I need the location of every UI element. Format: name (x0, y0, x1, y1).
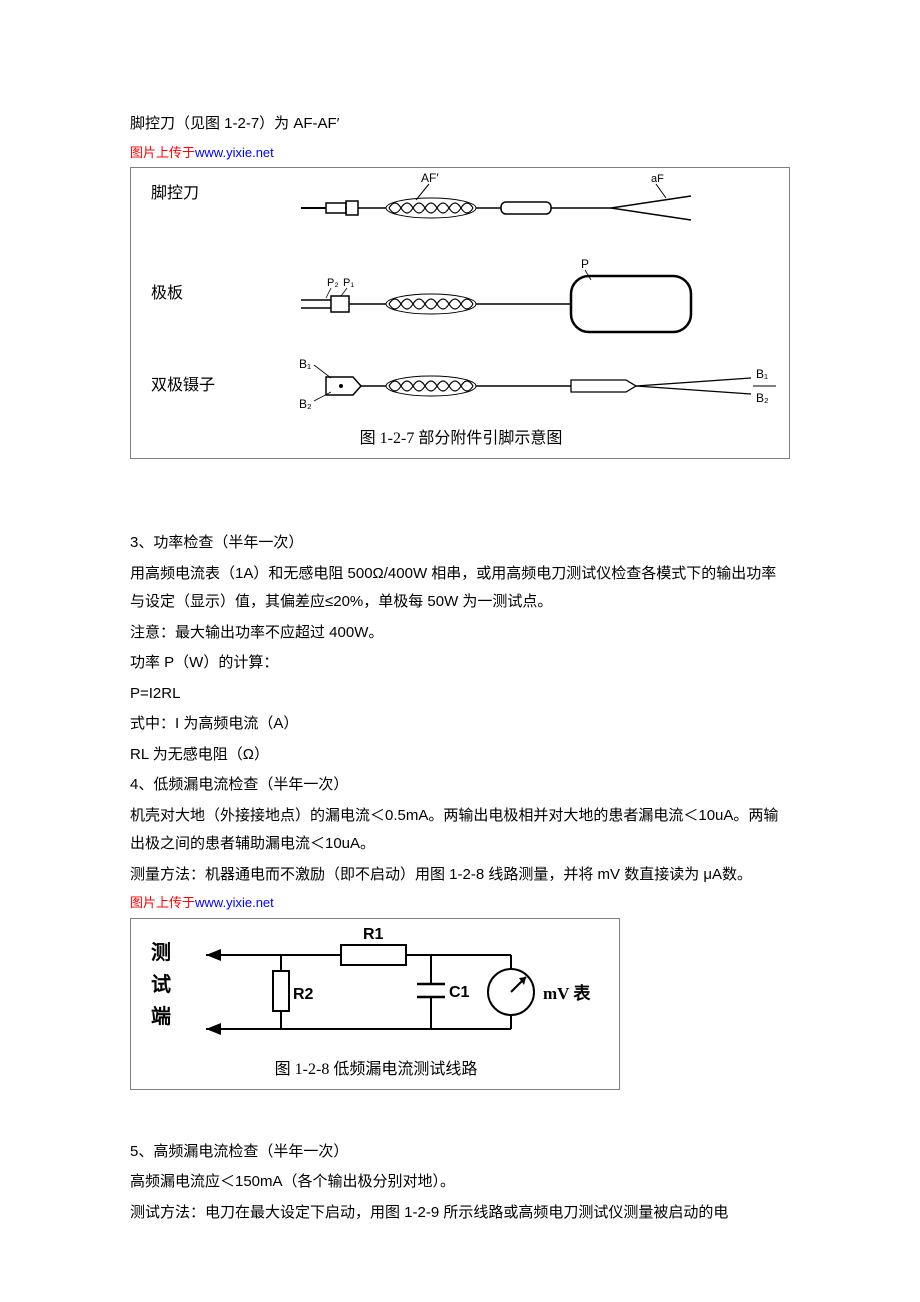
label-b1-left: B₁ (299, 357, 311, 371)
watermark-prefix: 图片上传于 (130, 145, 195, 160)
section3-p1: 用高频电流表（1A）和无感电阻 500Ω/400W 相串，或用高频电刀测试仪检查… (130, 560, 790, 617)
figure-1-2-8-caption: 图 1-2-8 低频漏电流测试线路 (275, 1060, 478, 1078)
section5-title: 5、高频漏电流检查（半年一次） (130, 1138, 790, 1167)
label-r2: R2 (293, 986, 314, 1003)
section4-p1: 机壳对大地（外接接地点）的漏电流＜0.5mA。两输出电极相并对大地的患者漏电流＜… (130, 802, 790, 859)
label-c1: C1 (449, 984, 470, 1001)
label-jiban: 极板 (151, 284, 183, 302)
label-mv: mV 表 (543, 983, 591, 1003)
section5-p2: 测试方法：电刀在最大设定下启动，用图 1-2-9 所示线路或高频电刀测试仪测量被… (130, 1199, 790, 1228)
watermark-url-2: www.yixie.net (195, 895, 274, 910)
section3-p3: 功率 P（W）的计算： (130, 649, 790, 678)
label-b2-left: B₂ (299, 397, 312, 411)
section3-p4: P=I2RL (130, 680, 790, 709)
label-ce: 测 (151, 941, 171, 964)
watermark-1: 图片上传于www.yixie.net (130, 141, 790, 166)
section5-p1: 高频漏电流应＜150mA（各个输出极分别对地）。 (130, 1168, 790, 1197)
label-r1: R1 (363, 926, 384, 943)
section3-p6: RL 为无感电阻（Ω） (130, 741, 790, 770)
label-p2: P₂ (327, 277, 339, 289)
figure-1-2-8: 测 试 端 R1 R2 C1 mV 表 图 1-2-8 低频漏电流测试线路 (130, 918, 620, 1090)
watermark-prefix-2: 图片上传于 (130, 895, 195, 910)
intro-text: 脚控刀（见图 1-2-7）为 AF-AF′ (130, 110, 790, 139)
figure-1-2-7-caption: 图 1-2-7 部分附件引脚示意图 (360, 428, 563, 447)
label-shuangjiniezi: 双极镊子 (151, 376, 215, 394)
label-af-prime: AF′ (421, 171, 439, 185)
label-p1: P₁ (343, 277, 354, 289)
label-b1-right: B₁ (756, 367, 768, 381)
label-shi: 试 (151, 973, 171, 996)
label-b2-right: B₂ (756, 391, 769, 405)
label-p: P (581, 257, 589, 271)
section4-p2: 测量方法：机器通电而不激励（即不启动）用图 1-2-8 线路测量，并将 mV 数… (130, 861, 790, 890)
label-jiaokongdao: 脚控刀 (151, 184, 199, 202)
label-af: aF (651, 173, 664, 185)
section3-p5: 式中：I 为高频电流（A） (130, 710, 790, 739)
section3-p2: 注意：最大输出功率不应超过 400W。 (130, 619, 790, 648)
watermark-2: 图片上传于www.yixie.net (130, 891, 790, 916)
section4-title: 4、低频漏电流检查（半年一次） (130, 771, 790, 800)
watermark-url: www.yixie.net (195, 145, 274, 160)
section3-title: 3、功率检查（半年一次） (130, 529, 790, 558)
figure-1-2-7: 脚控刀 AF′ aF 极板 (130, 167, 790, 459)
label-duan: 端 (151, 1005, 171, 1028)
